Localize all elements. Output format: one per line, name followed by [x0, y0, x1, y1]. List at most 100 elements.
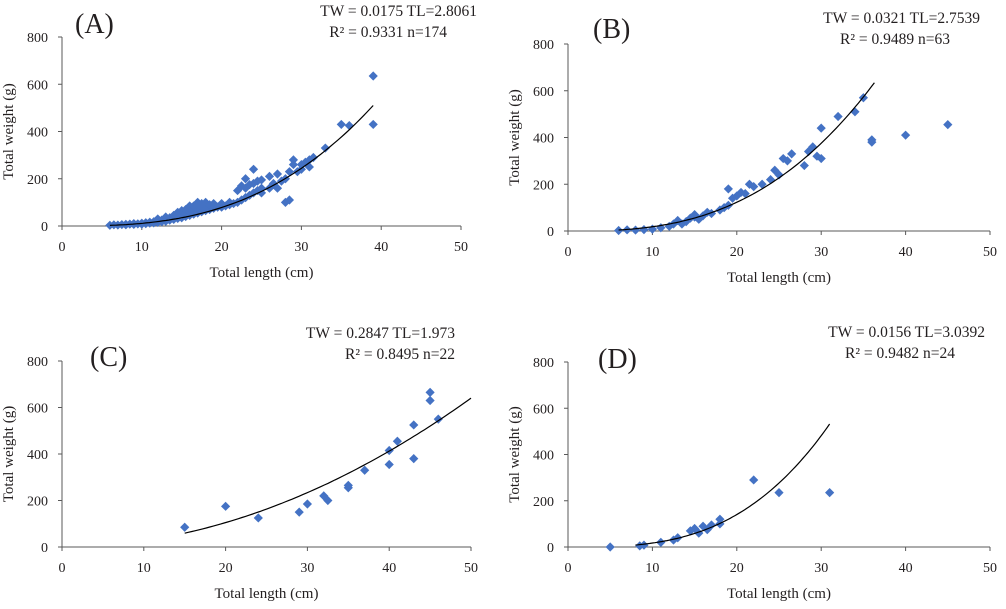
y-tick-label: 200	[27, 495, 48, 510]
data-point	[706, 520, 717, 530]
data-point	[288, 155, 299, 165]
equation-line-1: TW = 0.0175 TL=2.8061	[320, 3, 477, 20]
y-tick-label: 200	[533, 178, 554, 193]
y-tick-label: 600	[533, 85, 554, 100]
y-tick-label: 0	[547, 541, 554, 556]
data-point	[180, 522, 190, 532]
y-tick-label: 400	[533, 132, 554, 147]
chart-panel-2: 0 10 20 30 40 50 0 200 400 600 800 Total length (cm…	[507, 10, 997, 286]
data-point	[343, 480, 353, 490]
equation-line-2: R² = 0.8495 n=22	[345, 346, 455, 363]
x-tick-label: 50	[454, 240, 468, 255]
data-point	[253, 513, 263, 523]
x-tick-label: 10	[645, 561, 659, 576]
data-point	[774, 170, 784, 180]
y-tick-label: 400	[27, 448, 48, 463]
y-tick-label: 800	[27, 355, 48, 370]
y-tick-label: 400	[27, 126, 48, 141]
y-tick-label: 600	[27, 78, 48, 93]
data-point	[302, 499, 312, 509]
fit-curve	[635, 423, 831, 546]
data-point	[221, 501, 231, 511]
equation-line-1: TW = 0.0321 TL=2.7539	[823, 10, 980, 27]
data-point	[749, 475, 759, 485]
data-point	[344, 120, 354, 131]
equation-line-1: TW = 0.2847 TL=1.973	[306, 325, 455, 342]
data-point	[833, 111, 843, 122]
data-point	[323, 495, 333, 506]
equation-line-1: TW = 0.0156 TL=3.0392	[828, 324, 985, 341]
x-tick-label: 30	[300, 561, 314, 576]
data-point	[605, 542, 615, 552]
data-point	[639, 224, 649, 235]
y-tick-label: 400	[533, 449, 554, 464]
data-point	[825, 488, 835, 498]
y-axis-title: Total weight (g)	[507, 89, 523, 185]
fit-curve	[618, 82, 875, 231]
data-point	[384, 459, 394, 470]
data-point	[294, 507, 304, 517]
data-point	[715, 514, 725, 524]
data-point	[240, 174, 251, 184]
x-tick-label: 50	[464, 561, 478, 576]
data-point	[425, 387, 435, 397]
panel-label: (D)	[598, 344, 637, 375]
equation-line-2: R² = 0.9489 n=63	[840, 31, 950, 48]
y-tick-label: 600	[27, 402, 48, 417]
x-tick-label: 30	[294, 240, 308, 255]
x-tick-label: 50	[983, 245, 997, 260]
x-tick-label: 0	[59, 240, 66, 255]
y-tick-label: 0	[41, 220, 48, 235]
data-point	[248, 164, 259, 174]
data-point	[368, 71, 378, 81]
x-axis-title: Total length (cm)	[215, 586, 319, 602]
data-point	[656, 537, 666, 547]
data-point	[799, 160, 809, 171]
y-tick-label: 200	[27, 173, 48, 188]
data-point	[296, 164, 306, 174]
data-point	[425, 395, 435, 406]
data-point	[639, 540, 649, 550]
y-axis-title: Total weight (g)	[1, 406, 17, 502]
x-tick-label: 20	[219, 561, 233, 576]
x-tick-label: 40	[899, 245, 913, 260]
data-point	[698, 521, 708, 531]
data-point	[409, 454, 419, 464]
data-point	[765, 174, 776, 185]
data-point	[272, 169, 283, 179]
x-tick-label: 10	[645, 245, 659, 260]
y-tick-label: 600	[533, 402, 554, 417]
data-point	[272, 183, 283, 193]
data-point	[901, 130, 911, 140]
x-tick-label: 30	[814, 561, 828, 576]
data-point	[409, 420, 419, 430]
data-point	[812, 151, 822, 161]
data-point	[740, 189, 750, 199]
y-tick-label: 800	[533, 356, 554, 371]
x-tick-label: 0	[59, 561, 66, 576]
data-point	[706, 208, 717, 219]
data-point	[256, 175, 267, 185]
panel-label: (B)	[593, 14, 630, 45]
y-tick-label: 800	[533, 38, 554, 53]
data-point	[319, 491, 329, 501]
x-tick-label: 10	[135, 240, 149, 255]
data-point	[360, 465, 370, 475]
fit-curve	[109, 105, 374, 226]
data-point	[757, 179, 767, 189]
data-point	[732, 191, 742, 201]
x-tick-label: 0	[565, 561, 572, 576]
data-point	[268, 178, 279, 189]
data-point	[284, 195, 295, 205]
x-tick-label: 30	[814, 245, 828, 260]
data-point	[433, 414, 443, 424]
data-point	[288, 159, 299, 170]
data-point	[787, 149, 797, 159]
data-point	[778, 153, 788, 164]
y-tick-label: 800	[27, 31, 48, 46]
data-point	[296, 159, 306, 170]
y-tick-label: 200	[533, 495, 554, 510]
x-tick-label: 40	[382, 561, 396, 576]
data-point	[690, 210, 700, 220]
chart-panel-4: 0 10 20 30 40 50 0 200 400 600 800 Total length (cm…	[507, 324, 997, 602]
